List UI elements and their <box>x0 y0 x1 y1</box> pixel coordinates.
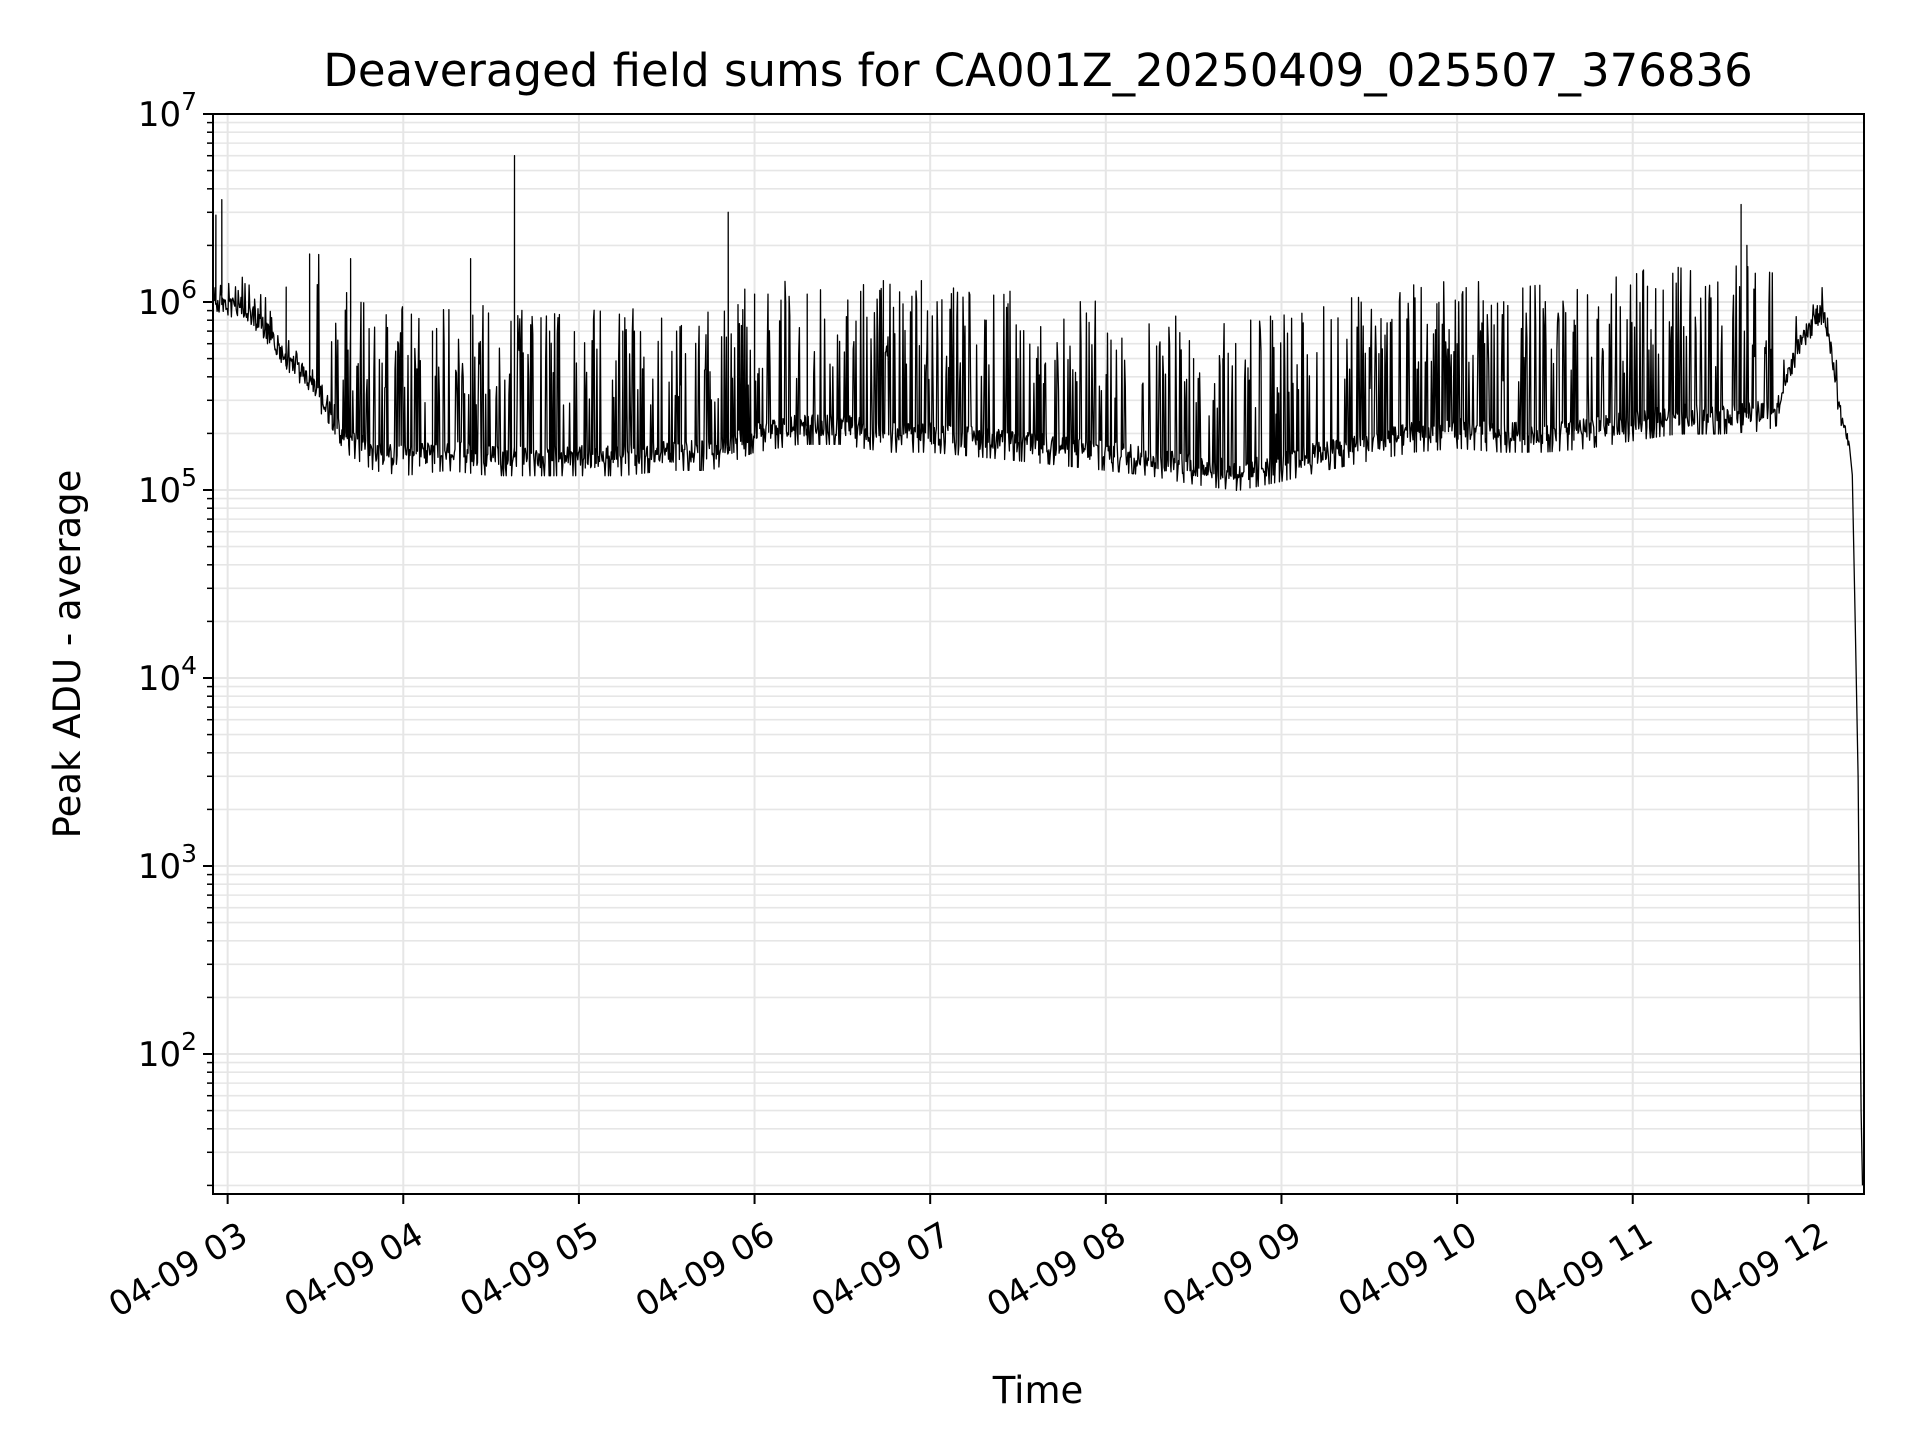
y-tick-label: 104 <box>138 651 197 699</box>
x-axis-label: Time <box>992 1369 1084 1412</box>
data-series <box>212 155 1864 1186</box>
y-tick-label: 103 <box>138 839 197 887</box>
y-axis-label: Peak ADU - average <box>46 470 89 839</box>
chart-title: Deaveraged field sums for CA001Z_2025040… <box>323 44 1753 97</box>
y-tick-label: 106 <box>138 275 197 323</box>
y-tick-label: 107 <box>138 87 197 135</box>
y-tick-label: 102 <box>138 1027 197 1075</box>
y-tick-label: 105 <box>138 463 197 511</box>
plot-frame <box>212 113 1865 1195</box>
series-line <box>212 155 1864 1186</box>
